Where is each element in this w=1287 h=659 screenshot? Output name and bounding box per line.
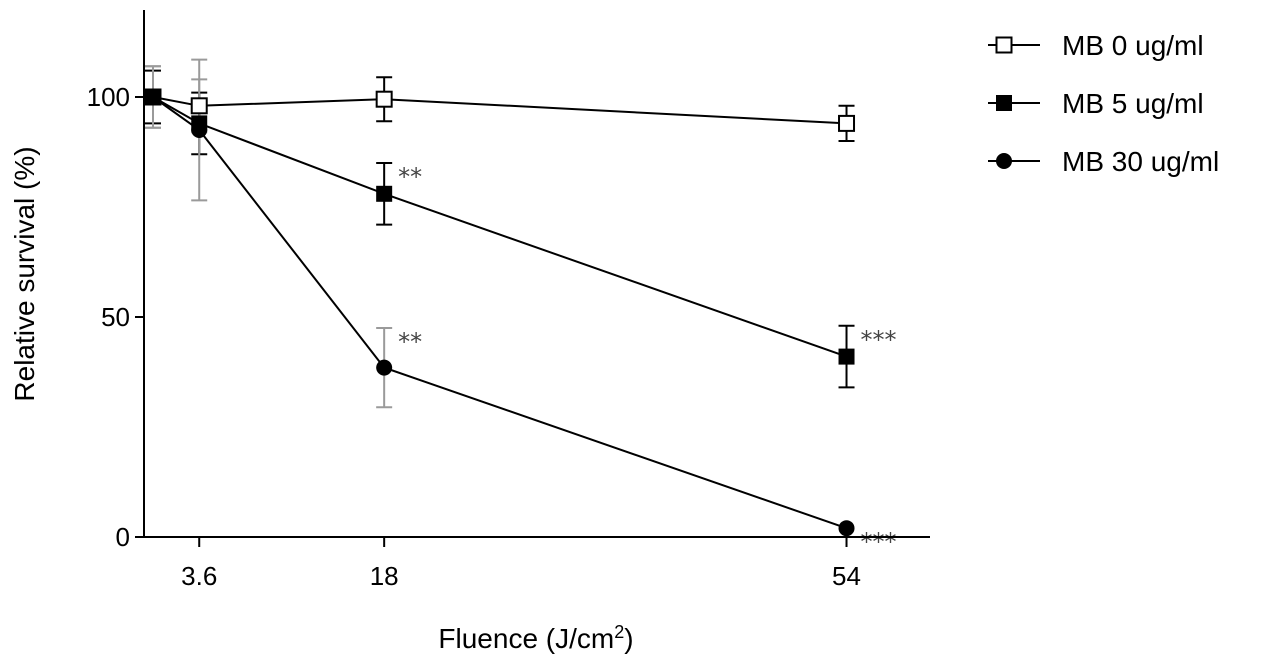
x-axis-label: Fluence (J/cm2) [438,622,633,654]
data-point-open-square [190,97,208,115]
series-line [152,96,847,358]
series-line [152,96,847,125]
y-tick-label: 100 [87,82,130,112]
series-3-markers: ***** [144,89,897,556]
legend-label: MB 30 ug/ml [1062,146,1219,177]
significance-label: ** [398,163,422,191]
x-tick-label: 18 [370,561,399,591]
series-1-markers [144,88,856,132]
x-axis-label-close: ) [624,623,633,654]
y-tick-label: 50 [101,302,130,332]
x-axis-label-main: Fluence (J/cm [438,623,614,654]
data-point-open-square [995,36,1013,54]
plot-area: ********** [144,58,897,556]
legend-item-3: MB 30 ug/ml [988,146,1219,177]
series-1 [144,65,855,142]
data-point-open-square [375,90,393,108]
data-point-filled-square [376,185,393,202]
significance-label: ** [398,328,422,356]
data-point-filled-circle [838,520,855,537]
x-ticks: 3.6 18 54 [181,537,861,591]
significance-label: *** [861,528,897,556]
significance-label: *** [861,326,897,354]
y-axis-label: Relative survival (%) [9,146,40,401]
y-ticks: 0 50 100 [87,82,144,552]
data-point-filled-square [838,348,855,365]
legend-label: MB 0 ug/ml [1062,30,1204,61]
legend-item-1: MB 0 ug/ml [988,30,1204,61]
data-point-filled-circle [144,89,161,105]
data-point-filled-circle [996,153,1012,169]
data-point-open-square [838,114,856,132]
y-tick-label: 0 [116,522,130,552]
legend: MB 0 ug/ml MB 5 ug/ml MB 30 ug/ml [988,30,1219,177]
series-3 [144,58,847,530]
data-point-filled-square [996,95,1012,111]
series-2-markers: ***** [144,89,897,365]
legend-label: MB 5 ug/ml [1062,88,1204,119]
data-point-filled-circle [376,359,393,376]
data-point-filled-circle [191,122,208,138]
x-tick-label: 3.6 [181,561,217,591]
x-axis-label-superscript: 2 [614,622,624,642]
x-tick-label: 54 [832,561,861,591]
legend-item-2: MB 5 ug/ml [988,88,1204,119]
series-line [152,96,847,530]
